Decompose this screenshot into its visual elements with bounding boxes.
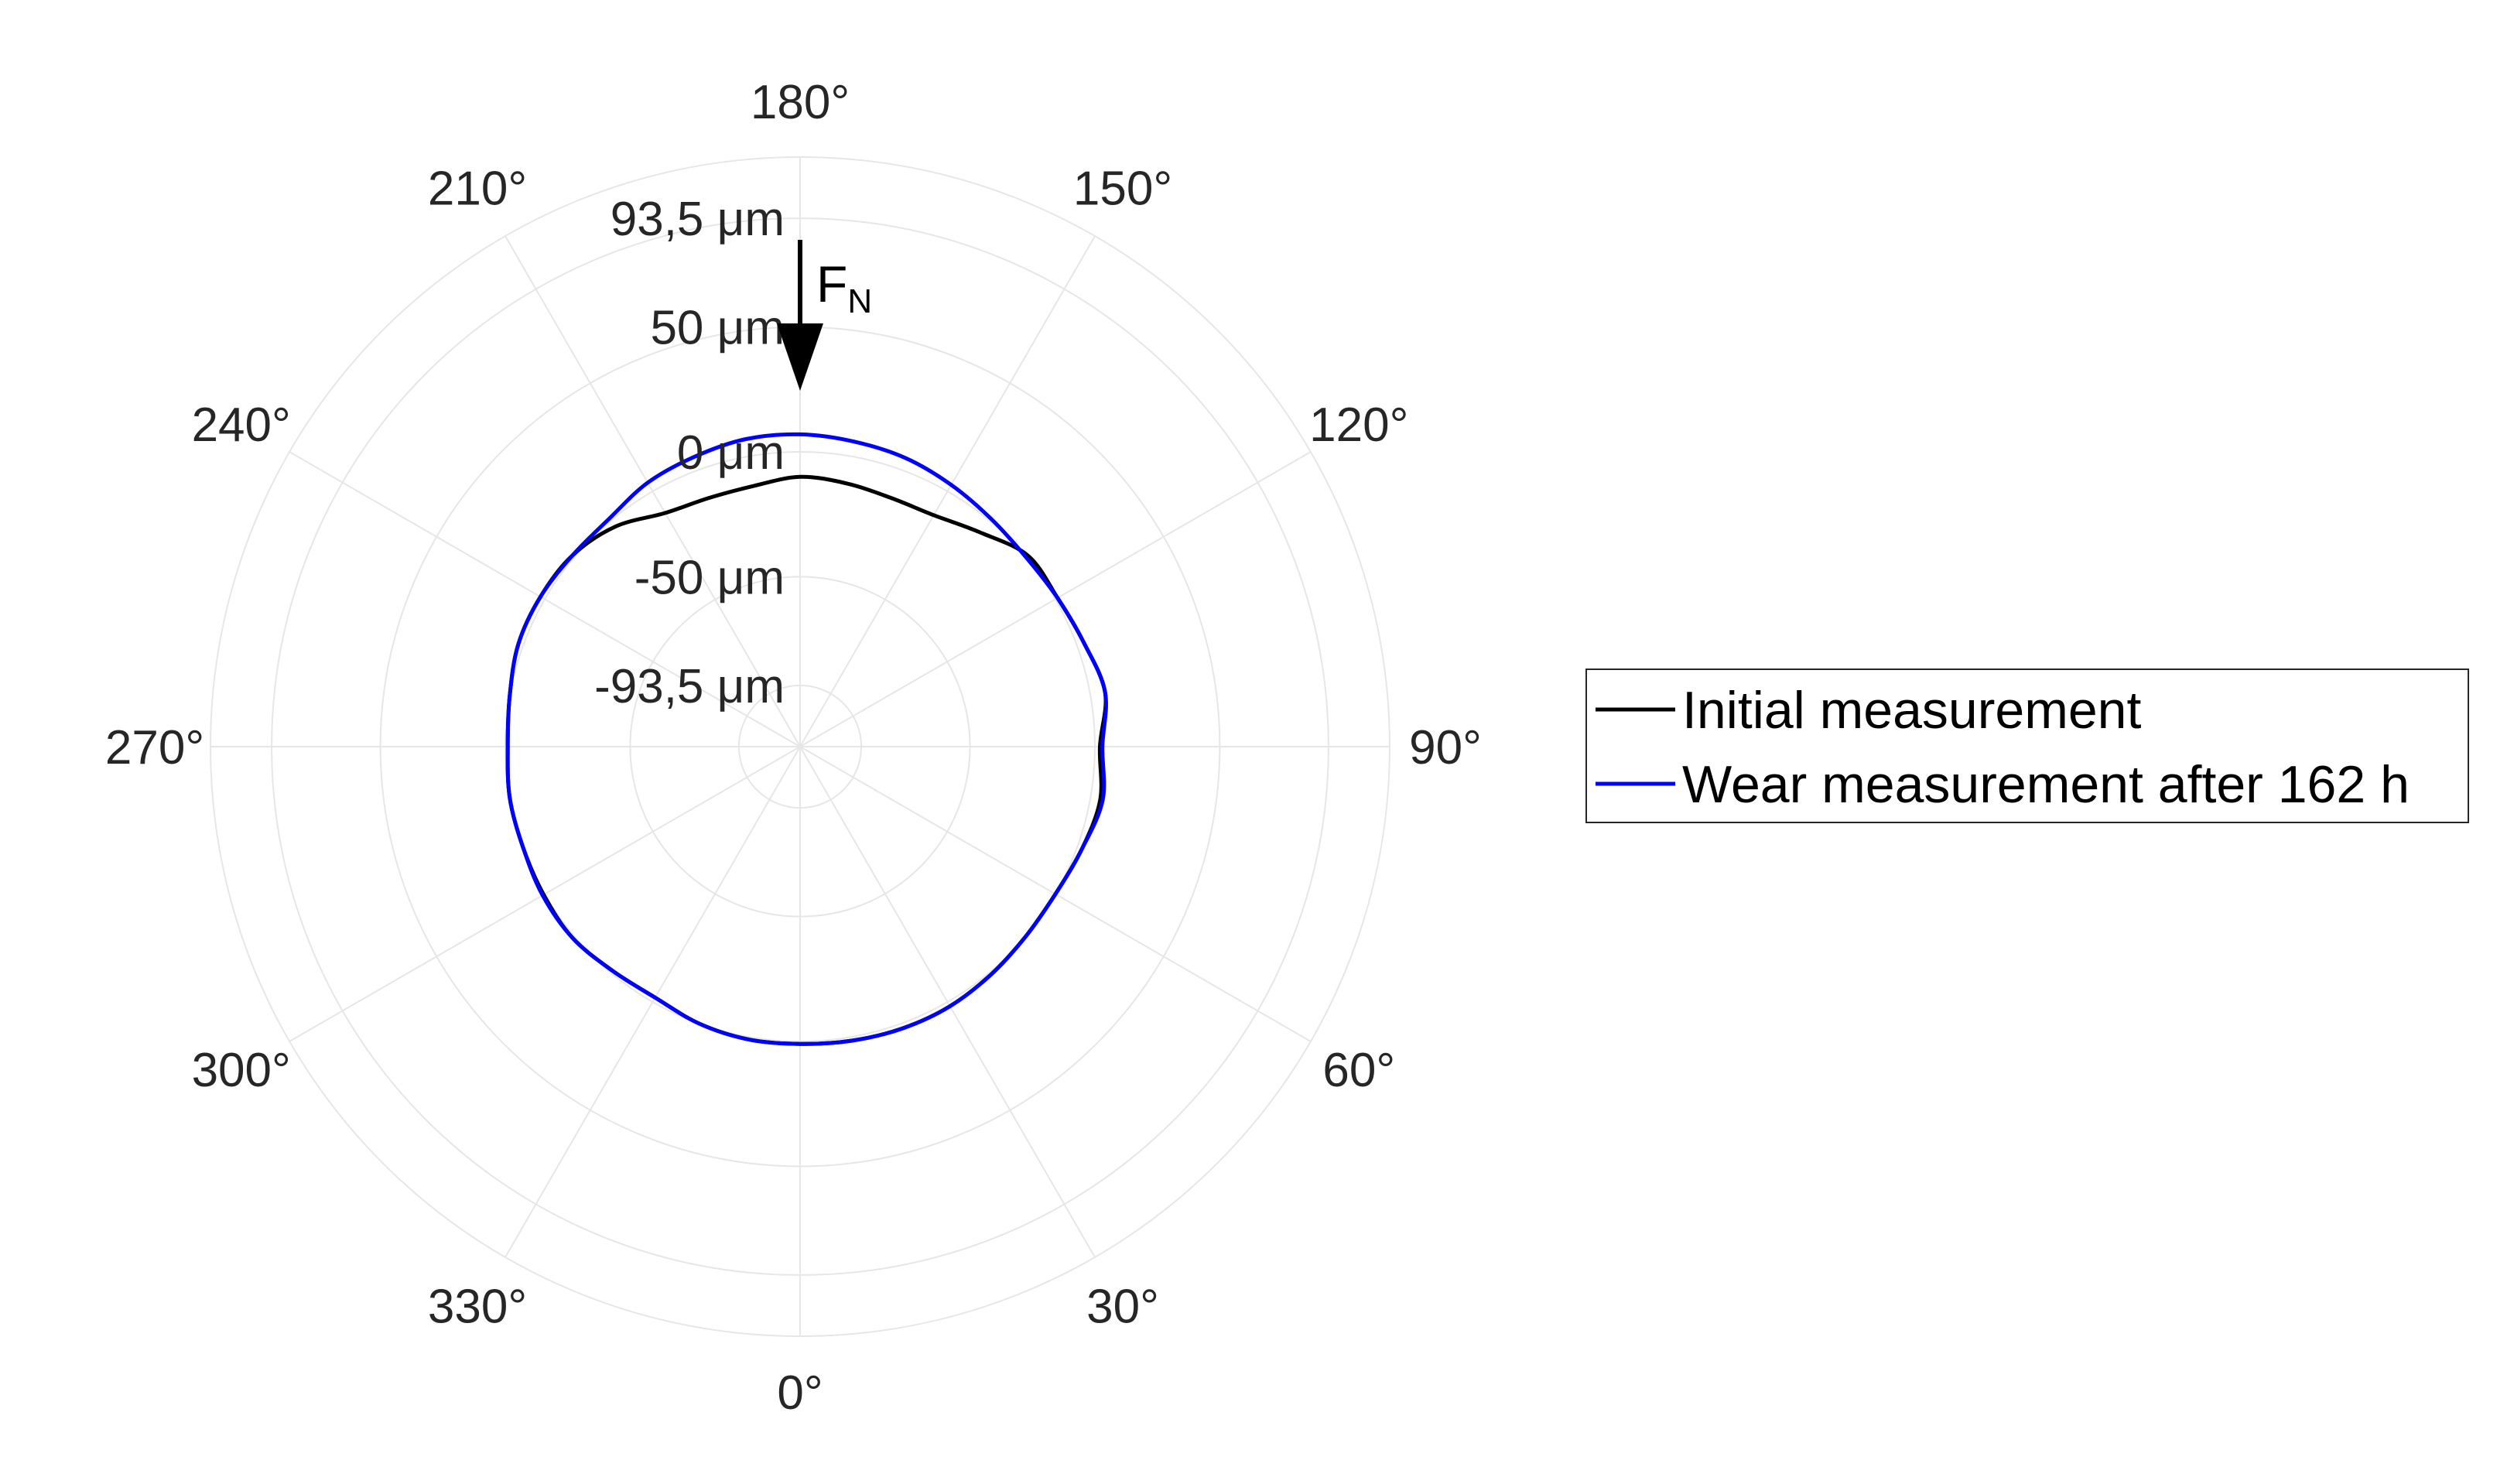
radial-tick-label: 93,5 μm bbox=[611, 193, 785, 246]
force-arrow-head bbox=[777, 323, 823, 391]
angle-tick-label: 240° bbox=[192, 398, 291, 452]
polar-grid bbox=[210, 156, 1390, 1337]
grid-spoke bbox=[505, 746, 801, 1258]
radial-tick-label: 50 μm bbox=[650, 302, 785, 355]
angle-tick-label: 120° bbox=[1309, 398, 1408, 452]
radial-tick-label: -50 μm bbox=[634, 551, 785, 604]
legend-label-wear: Wear measurement after 162 h bbox=[1682, 755, 2410, 814]
radial-tick-label: -93,5 μm bbox=[594, 660, 785, 713]
angle-tick-label: 30° bbox=[1086, 1280, 1159, 1333]
normal-force-annotation: FN bbox=[777, 240, 872, 391]
legend-box bbox=[1585, 668, 2469, 823]
legend: Initial measurement Wear measurement aft… bbox=[1585, 668, 2469, 823]
angle-tick-label: 0° bbox=[777, 1366, 823, 1420]
force-label: FN bbox=[816, 255, 872, 320]
angle-tick-label: 330° bbox=[428, 1280, 527, 1333]
radial-tick-label: 0 μm bbox=[677, 426, 785, 480]
legend-label-initial: Initial measurement bbox=[1682, 681, 2141, 740]
angle-tick-label: 270° bbox=[105, 721, 204, 774]
grid-spoke bbox=[505, 235, 801, 747]
grid-spoke bbox=[799, 235, 1096, 747]
angle-tick-label: 60° bbox=[1322, 1044, 1395, 1097]
grid-spoke bbox=[289, 451, 801, 747]
tick-labels: 0° 30° 60° 90° 120° 150° 180° 210° 240° 270° 300° 3… bbox=[105, 76, 1482, 1420]
angle-tick-label: 210° bbox=[428, 162, 527, 216]
angle-tick-label: 90° bbox=[1409, 721, 1482, 774]
series-layer bbox=[505, 432, 1108, 1046]
grid-spoke bbox=[799, 746, 1096, 1258]
series-line-wear bbox=[505, 432, 1108, 1046]
angle-tick-label: 300° bbox=[192, 1044, 291, 1097]
angle-tick-label: 180° bbox=[751, 76, 850, 129]
angle-tick-label: 150° bbox=[1073, 162, 1172, 216]
grid-spoke bbox=[799, 451, 1312, 747]
